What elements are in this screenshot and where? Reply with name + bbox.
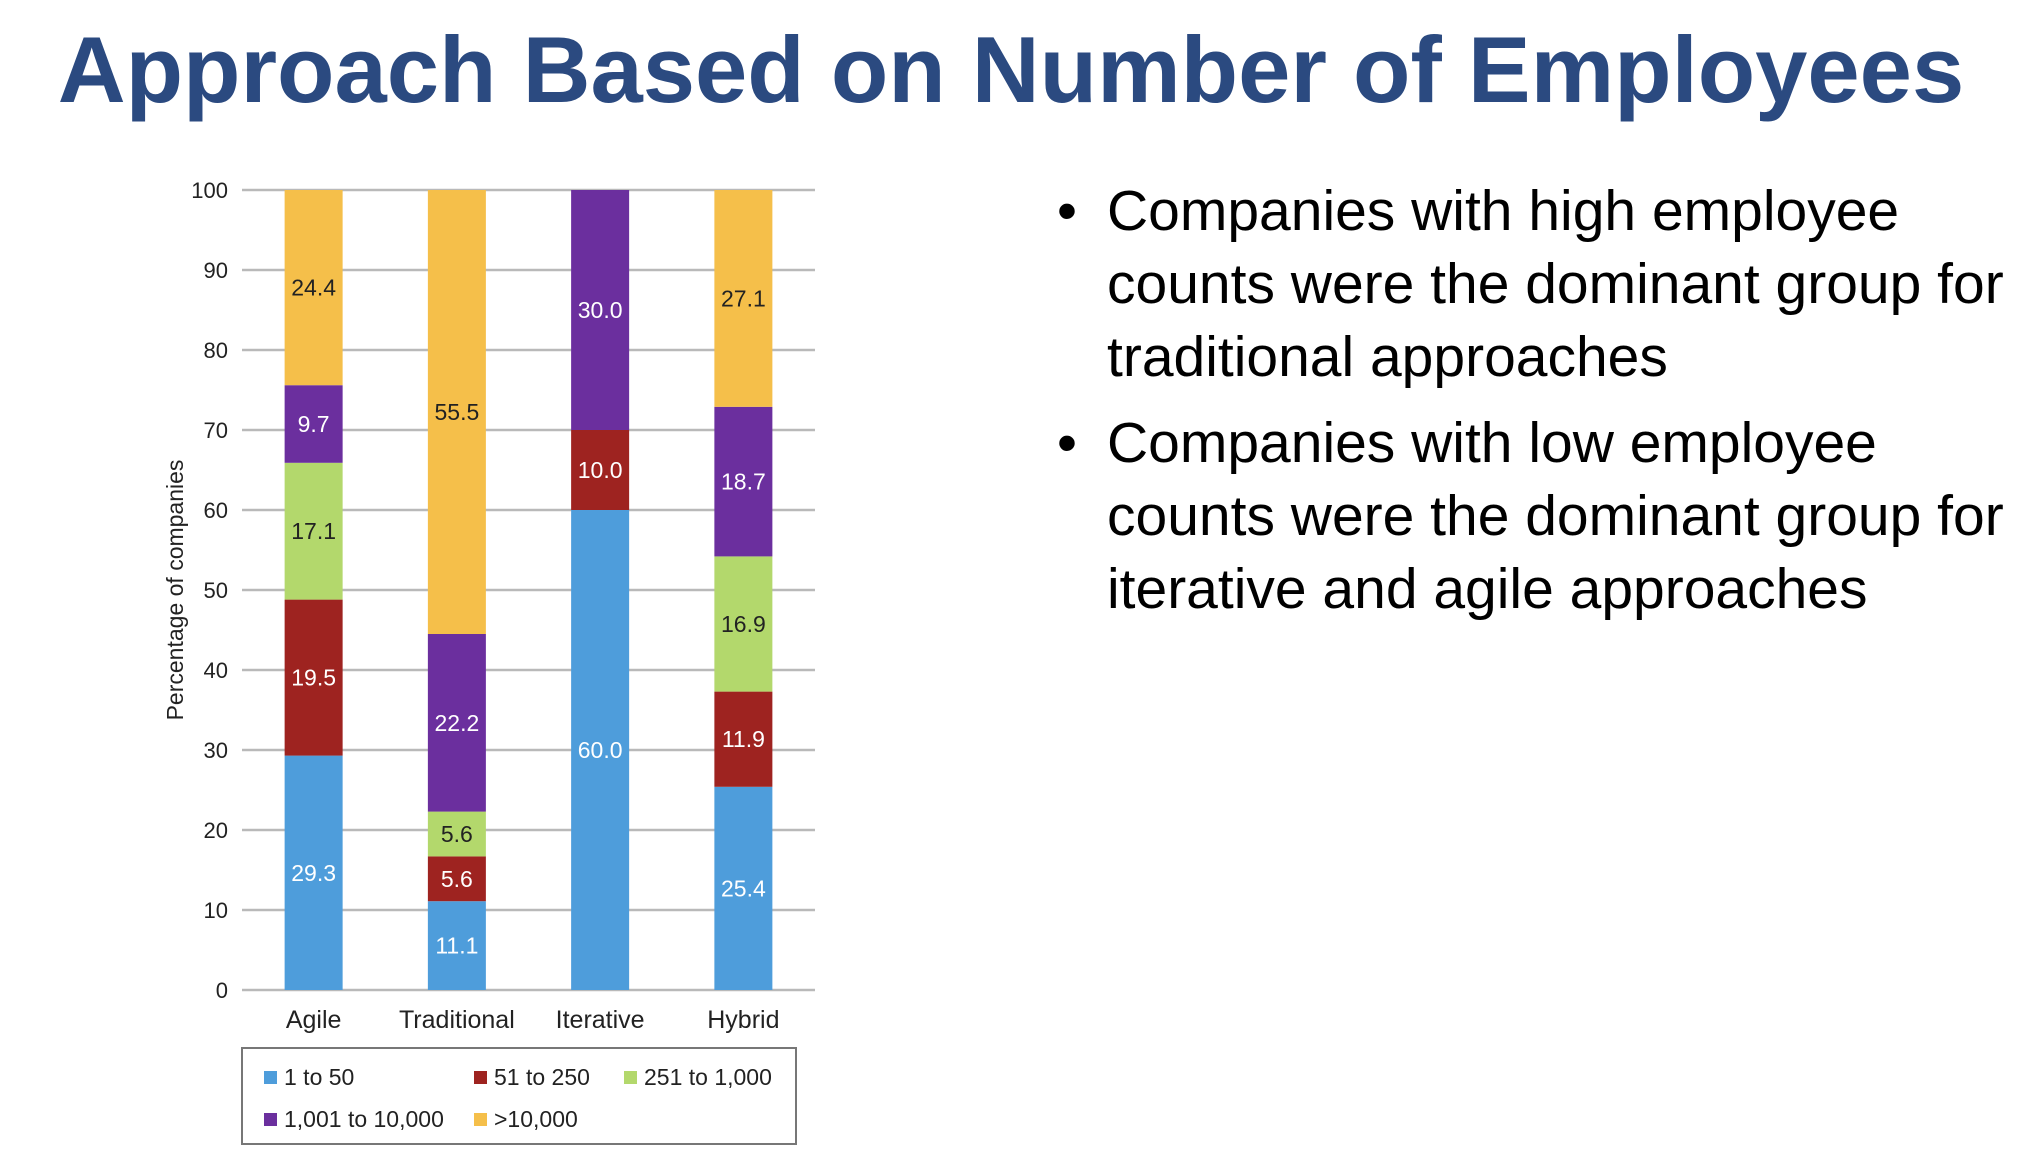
bar-value-label: 9.7 (298, 411, 330, 437)
bar-segment (714, 786, 773, 990)
bar-segment (427, 901, 486, 990)
legend-label: 251 to 1,000 (644, 1064, 772, 1090)
y-tick-label: 60 (204, 498, 228, 523)
bullet-text: Companies with low employee counts were … (1107, 411, 2004, 621)
bullet-glyph: • (1057, 179, 1077, 243)
y-tick-label: 40 (204, 658, 228, 683)
x-category-label: Traditional (399, 1006, 515, 1034)
stacked-bar-chart: 0 10 20 30 40 50 60 70 80 90 100 Percentage of comp… (150, 165, 830, 1150)
bar-segment (284, 462, 343, 600)
bar-value-label: 25.4 (721, 875, 766, 901)
bar-segment (714, 190, 773, 407)
x-category-label: Iterative (556, 1006, 645, 1034)
bar-value-label: 30.0 (578, 297, 623, 323)
x-category-label: Hybrid (707, 1006, 779, 1034)
bullet-item: • Companies with low employee counts wer… (1045, 407, 2005, 626)
bar-segment (427, 190, 486, 634)
bullet-item: • Companies with high employee counts we… (1045, 175, 2005, 394)
legend-swatch (624, 1071, 637, 1084)
bullet-list: • Companies with high employee counts we… (1045, 175, 2005, 639)
legend-swatch (474, 1071, 487, 1084)
bar-value-label: 19.5 (291, 665, 336, 691)
legend-swatch (264, 1071, 277, 1084)
y-tick-label: 20 (204, 818, 228, 843)
bar-value-label: 18.7 (721, 469, 766, 495)
bar-segment (427, 856, 486, 902)
y-tick-label: 80 (204, 338, 228, 363)
bar-value-label: 60.0 (578, 737, 623, 763)
legend-swatch (264, 1113, 277, 1126)
bar-value-label: 27.1 (721, 285, 766, 311)
legend-box (241, 1047, 797, 1145)
legend-label: 1,001 to 10,000 (284, 1106, 444, 1132)
bar-value-label: 11.9 (722, 726, 765, 752)
y-tick-label: 10 (204, 898, 228, 923)
bar-segment (571, 190, 630, 430)
bar-segment (714, 406, 773, 557)
bar-segment (571, 510, 630, 990)
bar-segment (714, 691, 773, 787)
legend-label: 1 to 50 (284, 1064, 354, 1090)
y-tick-label: 50 (204, 578, 228, 603)
x-category-label: Agile (286, 1006, 342, 1034)
y-tick-label: 70 (204, 418, 228, 443)
y-tick-label: 30 (204, 738, 228, 763)
bar-segment (284, 190, 343, 386)
bar-value-label: 11.1 (435, 933, 478, 959)
y-axis-label: Percentage of companies (162, 460, 188, 721)
bar-value-label: 10.0 (578, 457, 623, 483)
bar-value-label: 17.1 (291, 518, 336, 544)
bar-value-label: 22.2 (434, 710, 479, 736)
chart-svg: 0 10 20 30 40 50 60 70 80 90 100 Percentage of comp… (162, 178, 815, 1145)
bar-value-label: 5.6 (441, 821, 473, 847)
y-tick-label: 90 (204, 258, 228, 283)
legend-swatch (474, 1113, 487, 1126)
bar-value-label: 16.9 (721, 611, 766, 637)
slide-title: Approach Based on Number of Employees (57, 17, 1965, 122)
bar-segment (427, 634, 486, 812)
y-tick-label: 100 (191, 178, 228, 203)
bar-value-label: 29.3 (291, 860, 336, 886)
bar-segment (284, 599, 343, 756)
bullet-glyph: • (1057, 411, 1077, 475)
bullet-text: Companies with high employee counts were… (1107, 179, 2004, 389)
bar-segment (714, 556, 773, 692)
bar-value-label: 24.4 (291, 275, 336, 301)
bar-segment (284, 385, 343, 463)
bar-segment (427, 811, 486, 857)
y-tick-label: 0 (216, 978, 228, 1003)
legend-label: 51 to 250 (494, 1064, 590, 1090)
bar-value-label: 55.5 (434, 399, 479, 425)
bar-segment (571, 430, 630, 510)
legend-label: >10,000 (494, 1106, 578, 1132)
bar-segment (284, 755, 343, 990)
bar-value-label: 5.6 (441, 866, 473, 892)
